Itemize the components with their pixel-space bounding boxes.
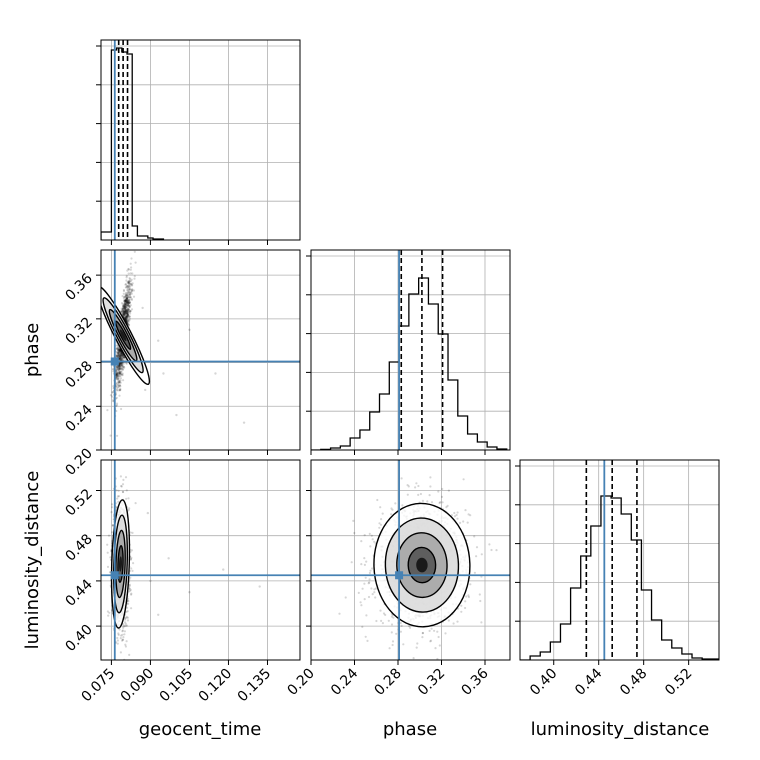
histogram-phase — [311, 277, 508, 450]
density-contour-4 — [118, 556, 123, 572]
y-axis-label-luminosity-distance: luminosity_distance — [22, 471, 43, 650]
x-tick-label: 0.20 — [284, 666, 317, 699]
corner-panels: 0.40 0.44 0.48 0.52 0.20 0.24 0.28 0.32 0.36 0.07… — [62, 39, 720, 706]
hist-panel-luminosity_distance: 0.40 0.44 0.48 0.52 — [515, 459, 720, 699]
y-tick-label: 0.40 — [62, 622, 95, 655]
frame-phase-luminosity_distance — [310, 459, 511, 661]
truth-marker — [110, 571, 119, 580]
x-axis-label-luminosity-distance: luminosity_distance — [531, 719, 710, 740]
frame-phase — [310, 249, 511, 451]
scatter-clip — [101, 250, 300, 450]
hist-clip — [311, 250, 508, 450]
scatter-panel-phase-luminosity_distance: 0.20 0.24 0.28 0.32 0.36 — [284, 459, 511, 699]
hist-panel-phase — [306, 249, 511, 455]
x-tick-label: 0.105 — [157, 666, 197, 706]
x-tick-label: 0.28 — [371, 666, 404, 699]
x-tick-label: 0.090 — [118, 666, 158, 706]
axis-labels: geocent_time phase luminosity_distance p… — [22, 323, 709, 740]
x-tick-label: 0.075 — [79, 666, 119, 706]
hist-panel-geocent_time — [96, 39, 301, 245]
y-tick-label: 0.44 — [62, 576, 95, 609]
scatter-panel-geocent_time-luminosity_distance: 0.075 0.090 0.105 0.120 0.135 0.40 0.44 0.48 0.5… — [62, 459, 301, 706]
truth-marker — [110, 357, 119, 366]
frame-geocent_time-luminosity_distance — [100, 459, 301, 661]
y-tick-label: 0.32 — [62, 314, 95, 347]
y-tick-label: 0.20 — [62, 446, 95, 479]
scatter-clip — [101, 460, 300, 660]
histogram-geocent_time — [101, 47, 165, 240]
frame-geocent_time-phase — [100, 249, 301, 451]
histogram-luminosity_distance — [520, 495, 719, 660]
x-tick-label: 0.24 — [328, 665, 361, 698]
y-axis-label-phase: phase — [22, 323, 43, 377]
scatter-panel-geocent_time-phase: 0.20 0.24 0.28 0.32 0.36 — [62, 249, 301, 479]
x-tick-label: 0.32 — [415, 666, 448, 699]
y-tick-label: 0.24 — [62, 402, 95, 435]
frame-luminosity_distance — [519, 459, 720, 661]
y-tick-label: 0.36 — [62, 271, 95, 304]
truth-marker — [395, 571, 404, 580]
x-tick-label: 0.48 — [617, 666, 650, 699]
y-tick-label: 0.52 — [62, 486, 95, 519]
x-tick-label: 0.40 — [527, 666, 560, 699]
hist-clip — [520, 460, 719, 660]
scatter-clip — [311, 460, 510, 660]
x-axis-label-phase: phase — [383, 719, 437, 740]
x-axis-label-geocent-time: geocent_time — [139, 719, 262, 740]
x-tick-label: 0.52 — [662, 666, 695, 699]
frame-geocent_time — [100, 39, 301, 241]
y-tick-label: 0.48 — [62, 531, 95, 564]
x-tick-label: 0.44 — [572, 665, 605, 698]
x-tick-label: 0.135 — [235, 666, 275, 706]
density-contour-4 — [416, 557, 428, 573]
density-contour-4 — [119, 329, 127, 342]
x-tick-label: 0.120 — [196, 666, 236, 706]
y-tick-label: 0.28 — [62, 358, 95, 391]
x-tick-label: 0.36 — [458, 665, 491, 698]
hist-clip — [101, 40, 165, 240]
